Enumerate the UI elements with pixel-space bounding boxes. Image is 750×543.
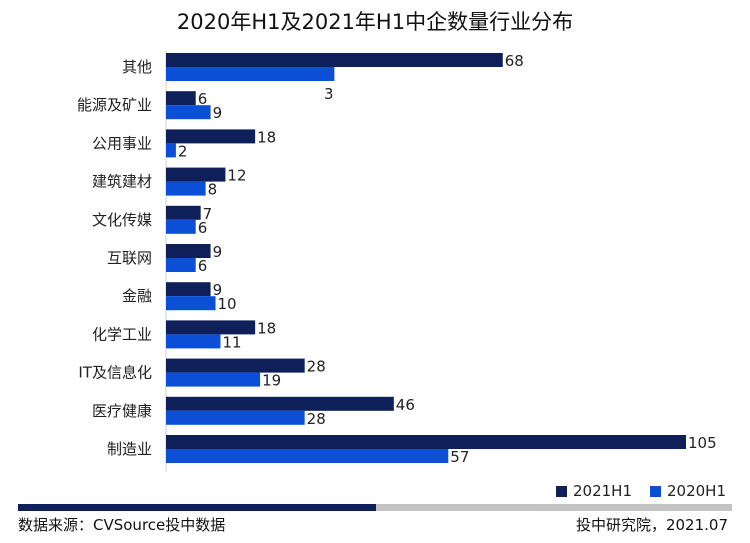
legend-item-2020h1: 2020H1 — [650, 482, 726, 500]
bar-2020h1 — [166, 143, 176, 158]
bar-2021h1 — [166, 167, 226, 182]
category-label: 金融 — [122, 287, 152, 305]
value-label-2020h1: 9 — [213, 104, 223, 122]
value-label-2021h1: 68 — [505, 52, 524, 70]
value-label-2021h1: 28 — [307, 358, 326, 376]
bar-2020h1 — [166, 219, 196, 234]
legend-swatch-2021h1 — [556, 485, 567, 497]
category-label: IT及信息化 — [78, 364, 152, 382]
chart-title: 2020年H1及2021年H1中企数量行业分布 — [176, 10, 574, 34]
bar-2020h1 — [166, 258, 196, 272]
category-label: 文化传媒 — [92, 211, 152, 229]
bar-2021h1 — [166, 320, 256, 335]
value-label-2021h1: 18 — [257, 128, 276, 146]
bar-2021h1 — [166, 244, 211, 258]
value-label-2020h1: 11 — [222, 333, 241, 351]
value-label-2021h1: 9 — [213, 281, 223, 299]
category-label: 化学工业 — [92, 325, 152, 343]
category-label: 建筑建材 — [92, 173, 152, 191]
value-label-2020h1: 57 — [450, 448, 469, 466]
bar-2021h1 — [166, 205, 201, 220]
bar-2020h1 — [166, 67, 335, 81]
bar-2021h1 — [166, 129, 256, 144]
legend-label-2020h1: 2020H1 — [667, 482, 726, 500]
legend-item-2021h1: 2021H1 — [556, 482, 632, 500]
bar-2020h1 — [166, 410, 305, 425]
value-label-2020h1: 2 — [178, 142, 188, 160]
category-label: 医疗健康 — [92, 402, 152, 420]
category-label: 能源及矿业 — [77, 96, 152, 114]
category-label: 制造业 — [107, 440, 152, 458]
legend-swatch-2020h1 — [650, 485, 661, 497]
category-label: 公用事业 — [92, 134, 152, 152]
value-label-2021h1: 18 — [257, 319, 276, 337]
value-label-2021h1: 6 — [198, 90, 208, 108]
bar-2021h1 — [166, 435, 686, 449]
footer-bar-grey — [376, 504, 732, 511]
bar-2021h1 — [166, 91, 196, 106]
credit-text: 投中研究院，2021.07 — [575, 516, 728, 534]
source-text: 数据来源：CVSource投中数据 — [18, 516, 226, 534]
value-label-2021h1: 105 — [688, 434, 717, 452]
bar-2021h1 — [166, 282, 211, 297]
bar-2021h1 — [166, 358, 305, 373]
value-label-2020h1: 10 — [218, 295, 237, 313]
value-label-2021h1: 9 — [213, 243, 223, 261]
value-label-2020h1: 3 — [324, 85, 334, 103]
value-label-2021h1: 12 — [227, 167, 246, 185]
footer-bar-dark — [18, 504, 376, 511]
legend: 2021H1 2020H1 — [556, 482, 726, 500]
bar-2020h1 — [166, 449, 449, 463]
bar-2020h1 — [166, 105, 211, 120]
value-label-2020h1: 19 — [262, 372, 281, 390]
bar-2020h1 — [166, 296, 216, 311]
value-label-2021h1: 46 — [396, 396, 415, 414]
value-label-2020h1: 6 — [198, 219, 208, 237]
bar-2021h1 — [166, 53, 503, 67]
legend-label-2021h1: 2021H1 — [573, 482, 632, 500]
value-label-2020h1: 8 — [208, 181, 218, 199]
category-label: 互联网 — [107, 249, 152, 267]
bar-2020h1 — [166, 334, 221, 349]
bar-2020h1 — [166, 372, 261, 387]
value-label-2021h1: 7 — [203, 205, 213, 223]
value-label-2020h1: 28 — [307, 410, 326, 428]
category-label: 其他 — [122, 58, 152, 76]
value-label-2020h1: 6 — [198, 257, 208, 275]
bar-2021h1 — [166, 396, 394, 411]
bar-2020h1 — [166, 181, 206, 196]
